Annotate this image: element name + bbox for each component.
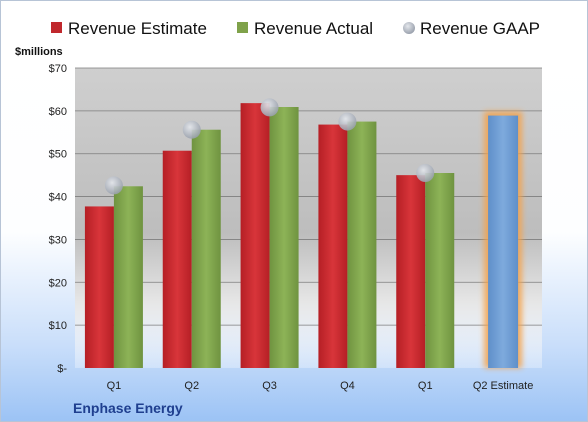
bar-revenue-actual xyxy=(113,186,143,368)
x-tick-label: Q4 xyxy=(340,380,355,392)
bar-q2-estimate xyxy=(488,115,519,368)
legend: Revenue Estimate Revenue Actual Revenue GA… xyxy=(51,19,540,38)
bar-revenue-actual xyxy=(347,121,377,368)
x-axis: Q1 Q2 Q3 Q4 Q1 Q2 Estimate xyxy=(107,380,534,392)
gridlines xyxy=(75,67,542,326)
marker-revenue-gaap xyxy=(416,164,435,182)
gaap-markers xyxy=(104,98,435,195)
legend-swatch xyxy=(403,22,415,34)
legend-swatch xyxy=(237,22,248,33)
legend-label: Revenue Actual xyxy=(254,19,373,38)
y-tick-label: $30 xyxy=(49,234,67,246)
x-tick-label: Q3 xyxy=(262,380,277,392)
bar-revenue-estimate xyxy=(162,150,192,368)
x-tick-label: Q1 xyxy=(107,380,122,392)
plot-area xyxy=(75,68,542,368)
y-tick-label: $- xyxy=(57,363,67,375)
legend-swatch xyxy=(51,22,62,33)
bar-revenue-actual xyxy=(425,173,455,368)
y-axis: $- $10 $20 $30 $40 $50 $60 $70 xyxy=(49,63,68,375)
y-tick-label: $20 xyxy=(49,277,67,289)
marker-revenue-gaap xyxy=(104,176,123,195)
legend-label: Revenue GAAP xyxy=(420,19,540,38)
marker-revenue-gaap xyxy=(182,120,201,139)
bar-revenue-actual xyxy=(269,107,299,368)
company-name: Enphase Energy xyxy=(73,400,183,416)
y-tick-label: $40 xyxy=(49,192,67,204)
bars xyxy=(84,103,523,369)
y-axis-label: $millions xyxy=(15,46,63,58)
bar-revenue-estimate xyxy=(240,103,270,369)
y-tick-label: $70 xyxy=(49,63,67,75)
y-tick-label: $10 xyxy=(49,320,67,332)
bar-revenue-estimate xyxy=(84,206,114,368)
x-tick-label: Q2 Estimate xyxy=(473,380,534,392)
bar-revenue-estimate xyxy=(318,124,348,368)
y-tick-label: $60 xyxy=(49,106,67,118)
legend-label: Revenue Estimate xyxy=(68,19,207,38)
marker-revenue-gaap xyxy=(338,112,357,131)
marker-revenue-gaap xyxy=(260,98,279,117)
x-tick-label: Q2 xyxy=(184,380,199,392)
y-tick-label: $50 xyxy=(49,149,67,161)
bar-revenue-actual xyxy=(191,129,221,368)
x-tick-label: Q1 xyxy=(418,380,433,392)
bar-revenue-estimate xyxy=(396,175,426,368)
